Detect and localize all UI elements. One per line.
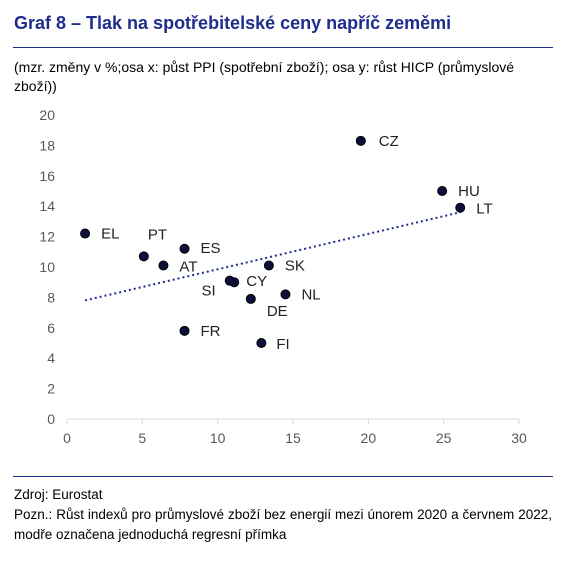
point-de bbox=[245, 293, 256, 304]
x-tick-label: 0 bbox=[63, 430, 71, 446]
point-label-el: EL bbox=[101, 226, 119, 243]
footer-rule bbox=[13, 476, 553, 477]
point-label-fi: FI bbox=[276, 336, 289, 353]
y-tick-label: 0 bbox=[47, 411, 55, 427]
point-label-si: SI bbox=[202, 283, 216, 300]
chart-title: Graf 8 – Tlak na spotřebitelské ceny nap… bbox=[14, 13, 452, 33]
regression-trendline bbox=[84, 211, 461, 302]
note-text: Pozn.: Růst indexů pro průmyslové zboží … bbox=[14, 507, 552, 542]
point-si bbox=[224, 275, 235, 286]
point-at bbox=[158, 260, 169, 271]
point-label-nl: NL bbox=[301, 286, 320, 303]
y-tick-label: 6 bbox=[47, 320, 55, 336]
x-tick-label: 10 bbox=[210, 430, 226, 446]
y-tick-label: 18 bbox=[39, 137, 55, 153]
point-es bbox=[179, 243, 190, 254]
y-tick-label: 8 bbox=[47, 289, 55, 305]
point-label-de: DE bbox=[267, 303, 288, 320]
point-label-hu: HU bbox=[458, 183, 480, 200]
chart-subtitle: (mzr. změny v %;osa x: půst PPI (spotřeb… bbox=[14, 59, 515, 94]
point-nl bbox=[280, 289, 291, 300]
point-lt bbox=[455, 202, 466, 213]
x-tick-label: 30 bbox=[511, 430, 527, 446]
y-tick-label: 10 bbox=[39, 259, 55, 275]
y-tick-label: 20 bbox=[39, 107, 55, 123]
title-rule bbox=[13, 47, 553, 48]
point-fr bbox=[179, 325, 190, 336]
point-label-fr: FR bbox=[201, 323, 221, 340]
point-pt bbox=[138, 251, 149, 262]
point-fi bbox=[256, 338, 267, 348]
source-text: Zdroj: Eurostat bbox=[14, 487, 103, 502]
point-label-cz: CZ bbox=[379, 133, 399, 150]
point-hu bbox=[437, 186, 448, 196]
x-tick-label: 5 bbox=[138, 430, 146, 446]
chart-axes: 0 2 4 6 8 10 12 14 16 18 20 0 5 10 15 20 25 30 bbox=[39, 107, 527, 446]
point-label-lt: LT bbox=[476, 201, 492, 218]
point-label-sk: SK bbox=[285, 257, 305, 274]
footer: Zdroj: Eurostat Pozn.: Růst indexů pro p… bbox=[14, 485, 552, 545]
point-sk bbox=[263, 260, 274, 271]
y-tick-label: 12 bbox=[39, 229, 55, 245]
x-tick-label: 15 bbox=[285, 430, 301, 446]
y-tick-label: 2 bbox=[47, 381, 55, 397]
point-label-cy: CY bbox=[246, 273, 267, 290]
point-label-pt: PT bbox=[148, 226, 167, 243]
point-label-at: AT bbox=[179, 258, 197, 275]
y-tick-label: 14 bbox=[39, 198, 55, 214]
y-tick-label: 4 bbox=[47, 350, 55, 366]
point-el bbox=[80, 228, 91, 239]
point-cz bbox=[355, 135, 366, 146]
x-tick-label: 25 bbox=[436, 430, 452, 446]
point-label-es: ES bbox=[201, 240, 221, 257]
trendline-group bbox=[84, 211, 461, 302]
x-tick-label: 20 bbox=[361, 430, 377, 446]
y-tick-label: 16 bbox=[39, 168, 55, 184]
